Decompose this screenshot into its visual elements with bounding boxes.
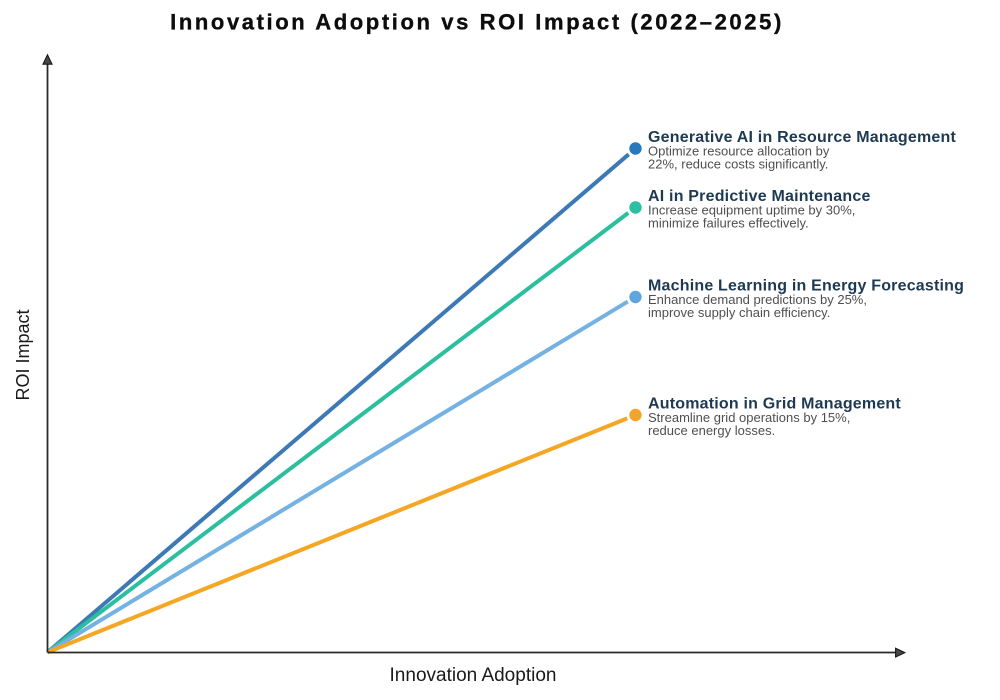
svg-text:reduce energy losses.: reduce energy losses.: [648, 423, 775, 438]
svg-text:minimize failures effectively.: minimize failures effectively.: [648, 216, 809, 231]
svg-text:22%, reduce costs significantl: 22%, reduce costs significantly.: [648, 157, 828, 172]
svg-text:improve supply chain efficienc: improve supply chain efficiency.: [648, 305, 830, 320]
svg-text:ROI Impact: ROI Impact: [13, 309, 33, 400]
svg-text:Generative AI in Resource Mana: Generative AI in Resource Management: [648, 129, 957, 146]
svg-text:Streamline grid operations by: Streamline grid operations by 15%,: [648, 410, 850, 425]
svg-text:Enhance demand predictions by: Enhance demand predictions by 25%,: [648, 292, 867, 307]
svg-text:Innovation Adoption: Innovation Adoption: [390, 665, 557, 686]
svg-text:Optimize resource allocation b: Optimize resource allocation by: [648, 144, 830, 159]
svg-text:Machine Learning in Energy For: Machine Learning in Energy Forecasting: [648, 278, 964, 295]
svg-text:Automation in Grid Management: Automation in Grid Management: [648, 396, 901, 413]
svg-text:Innovation Adoption vs ROI Imp: Innovation Adoption vs ROI Impact (2022–…: [170, 10, 784, 35]
svg-text:AI in Predictive Maintenance: AI in Predictive Maintenance: [648, 188, 871, 205]
svg-text:Increase equipment uptime by 3: Increase equipment uptime by 30%,: [648, 203, 855, 218]
